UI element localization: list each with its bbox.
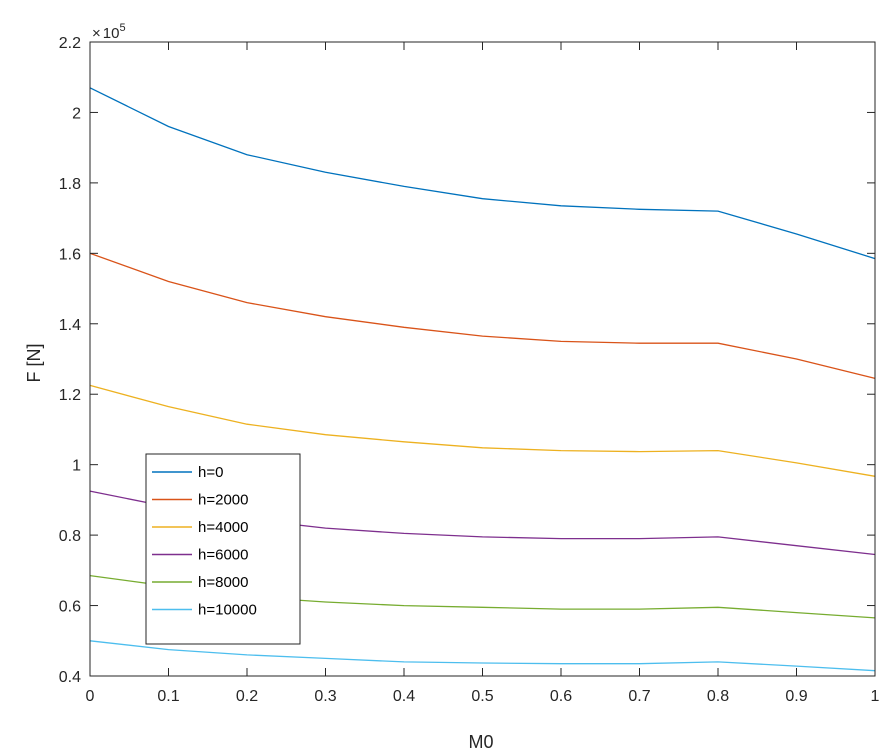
series-line-2 [89, 252, 876, 380]
svg-text:×105: × 105 [92, 22, 126, 42]
x-tick-label: 0.3 [314, 688, 336, 705]
y-tick-label: 1.6 [59, 246, 81, 263]
y-tick-label: 2 [72, 105, 81, 122]
series-line-1 [89, 87, 876, 260]
y-tick-label: 0.4 [59, 669, 81, 686]
x-tick-label: 1 [871, 688, 880, 705]
y-tick-label: 0.8 [59, 528, 81, 545]
y-tick-label: 1.8 [59, 176, 81, 193]
x-tick-label: 0.9 [785, 688, 807, 705]
y-tick-label: 1 [72, 458, 81, 475]
x-tick-label: 0.6 [550, 688, 572, 705]
legend-label-1: h=0 [198, 464, 223, 481]
x-axis-label: M0 [468, 732, 493, 752]
y-tick-label: 1.4 [59, 317, 81, 334]
x-tick-label: 0.5 [471, 688, 493, 705]
legend-label-2: h=2000 [198, 492, 248, 509]
series-line-3 [89, 384, 876, 477]
series-line-6 [89, 640, 876, 672]
legend-label-6: h=10000 [198, 602, 257, 619]
y-tick-labels: 0.4 0.6 0.8 1 1.2 1.4 1.6 1.8 2 2.2 [59, 35, 81, 686]
x-tick-label: 0.1 [157, 688, 179, 705]
legend-label-4: h=6000 [198, 547, 248, 564]
x-tick-label: 0.2 [236, 688, 258, 705]
legend-label-5: h=8000 [198, 574, 248, 591]
tick-marks [89, 41, 876, 677]
x-tick-label: 0 [86, 688, 95, 705]
legend-box [145, 453, 301, 645]
legend: h=0 h=2000 h=4000 h=6000 h=8000 h=10000 [145, 453, 301, 645]
multiplier-exponent: 5 [119, 22, 125, 34]
x-tick-labels: 0 0.1 0.2 0.3 0.4 0.5 0.6 0.7 0.8 0.9 1 [86, 688, 880, 705]
y-tick-label: 0.6 [59, 599, 81, 616]
y-axis-multiplier: × 105 [92, 22, 126, 42]
multiplier-times: × [92, 25, 101, 42]
y-axis-label: F [N] [24, 344, 44, 383]
x-tick-label: 0.7 [628, 688, 650, 705]
y-tick-label: 1.2 [59, 387, 81, 404]
legend-label-3: h=4000 [198, 519, 248, 536]
x-tick-label: 0.8 [707, 688, 729, 705]
y-tick-label: 2.2 [59, 35, 81, 52]
x-tick-label: 0.4 [393, 688, 415, 705]
multiplier-base: 10 [103, 25, 120, 42]
